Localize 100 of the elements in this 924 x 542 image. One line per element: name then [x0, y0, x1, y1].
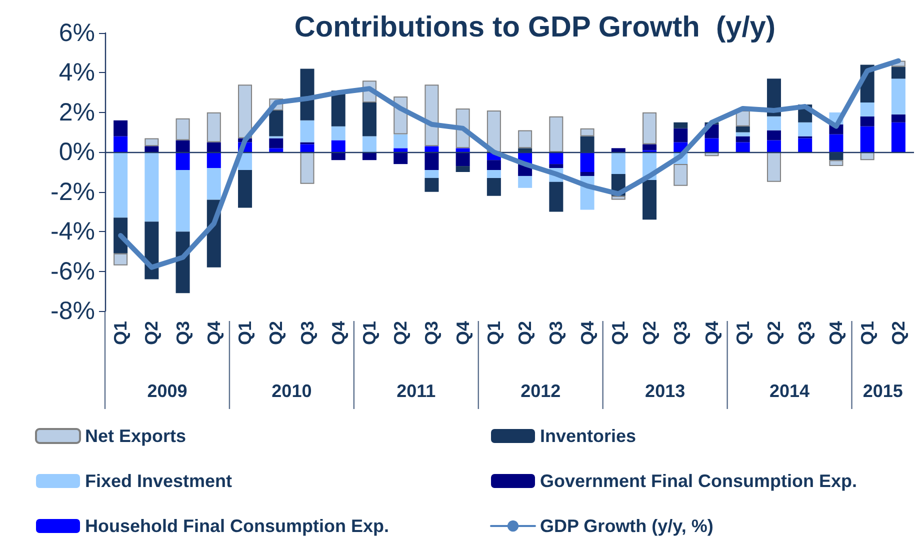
x-tick-label: Q4 [452, 321, 473, 346]
y-tick-label: 4% [58, 58, 95, 87]
bar [798, 138, 812, 152]
y-tick-label: 0% [58, 138, 95, 166]
bar [611, 152, 626, 174]
bar [362, 136, 376, 152]
y-tick-label: -2% [50, 178, 95, 206]
x-tick-label: Q1 [235, 321, 256, 346]
bar [486, 160, 501, 170]
bar [580, 152, 594, 172]
x-tick-label: Q3 [795, 321, 816, 346]
x-tick-label: Q4 [702, 321, 722, 346]
bar [300, 144, 314, 152]
bar [736, 142, 750, 152]
bar [424, 170, 439, 178]
bar [424, 146, 439, 152]
text: 2009 [147, 381, 188, 401]
x-tick-label: Q3 [546, 321, 566, 346]
bar [114, 136, 128, 152]
bar [766, 152, 781, 182]
bar [798, 122, 812, 136]
x-tick-label: Q2 [142, 321, 162, 346]
bar [674, 164, 688, 186]
bar [300, 152, 314, 184]
text: 2014 [770, 381, 810, 401]
bar [736, 132, 750, 136]
bar [424, 178, 439, 192]
bar [394, 148, 408, 152]
bar [486, 110, 501, 152]
text: 2011 [396, 381, 436, 401]
bar [486, 170, 501, 178]
bar [766, 140, 781, 152]
bar [114, 152, 128, 218]
legend-label: Net Exports [85, 426, 186, 446]
bar [269, 110, 284, 136]
x-tick-label: Q4 [826, 321, 846, 346]
bar [891, 114, 906, 122]
bar [456, 152, 470, 166]
bar [456, 166, 470, 172]
bar [144, 138, 159, 146]
bar [114, 253, 128, 266]
bar [891, 66, 906, 79]
bar [362, 102, 376, 136]
bar [206, 112, 221, 142]
bar [736, 136, 750, 142]
x-tick-label: Q3 [670, 321, 691, 346]
bar [704, 138, 719, 152]
bar [238, 84, 252, 138]
bar [144, 146, 159, 152]
bar [829, 160, 844, 166]
bar [424, 152, 439, 170]
bar [736, 126, 750, 132]
bar [300, 68, 314, 120]
bar [300, 120, 314, 142]
bar [269, 138, 284, 148]
bar [176, 140, 190, 152]
bar [642, 180, 657, 220]
bar [269, 148, 284, 152]
x-tick-label: Q4 [204, 321, 224, 346]
bar [549, 152, 564, 164]
bar [144, 152, 159, 222]
x-tick-label: Q2 [515, 321, 536, 346]
bar [580, 128, 594, 136]
bar [424, 84, 439, 146]
bar [456, 148, 470, 152]
y-tick-label: -4% [50, 218, 95, 246]
bar [176, 170, 190, 232]
x-tick-label: Q1 [110, 321, 131, 346]
x-tick-label: Q4 [328, 321, 348, 346]
x-tick-label: Q2 [266, 321, 286, 346]
bar [860, 126, 874, 152]
x-tick-label: Q1 [857, 321, 878, 346]
x-tick-label: Q3 [422, 321, 442, 346]
bar [642, 144, 657, 150]
x-tick-label: Q1 [484, 321, 504, 346]
x-tick-label: Q1 [608, 321, 628, 346]
legend-label: Fixed Investment [85, 471, 232, 491]
bar [206, 168, 221, 200]
bar [891, 78, 906, 114]
text: 2015 [862, 381, 903, 401]
bar [549, 116, 564, 152]
bar [860, 102, 874, 116]
bar [518, 130, 532, 148]
bar [580, 172, 594, 176]
bar [766, 116, 781, 130]
legend-label: Government Final Consumption Exp. [540, 471, 858, 491]
bar [674, 128, 688, 142]
bar [549, 164, 564, 168]
bar [860, 116, 874, 126]
x-tick-label: Q2 [390, 321, 411, 346]
bar [394, 152, 408, 164]
legend-label: GDP Growth (y/y, %) [540, 516, 714, 536]
y-tick-label: 6% [58, 19, 95, 47]
bar [486, 178, 501, 196]
bar [176, 152, 190, 170]
bar [206, 152, 221, 168]
x-tick-label: Q1 [359, 321, 380, 346]
bar [766, 130, 781, 140]
x-tick-label: Q1 [732, 321, 753, 346]
text: 2010 [272, 381, 312, 401]
